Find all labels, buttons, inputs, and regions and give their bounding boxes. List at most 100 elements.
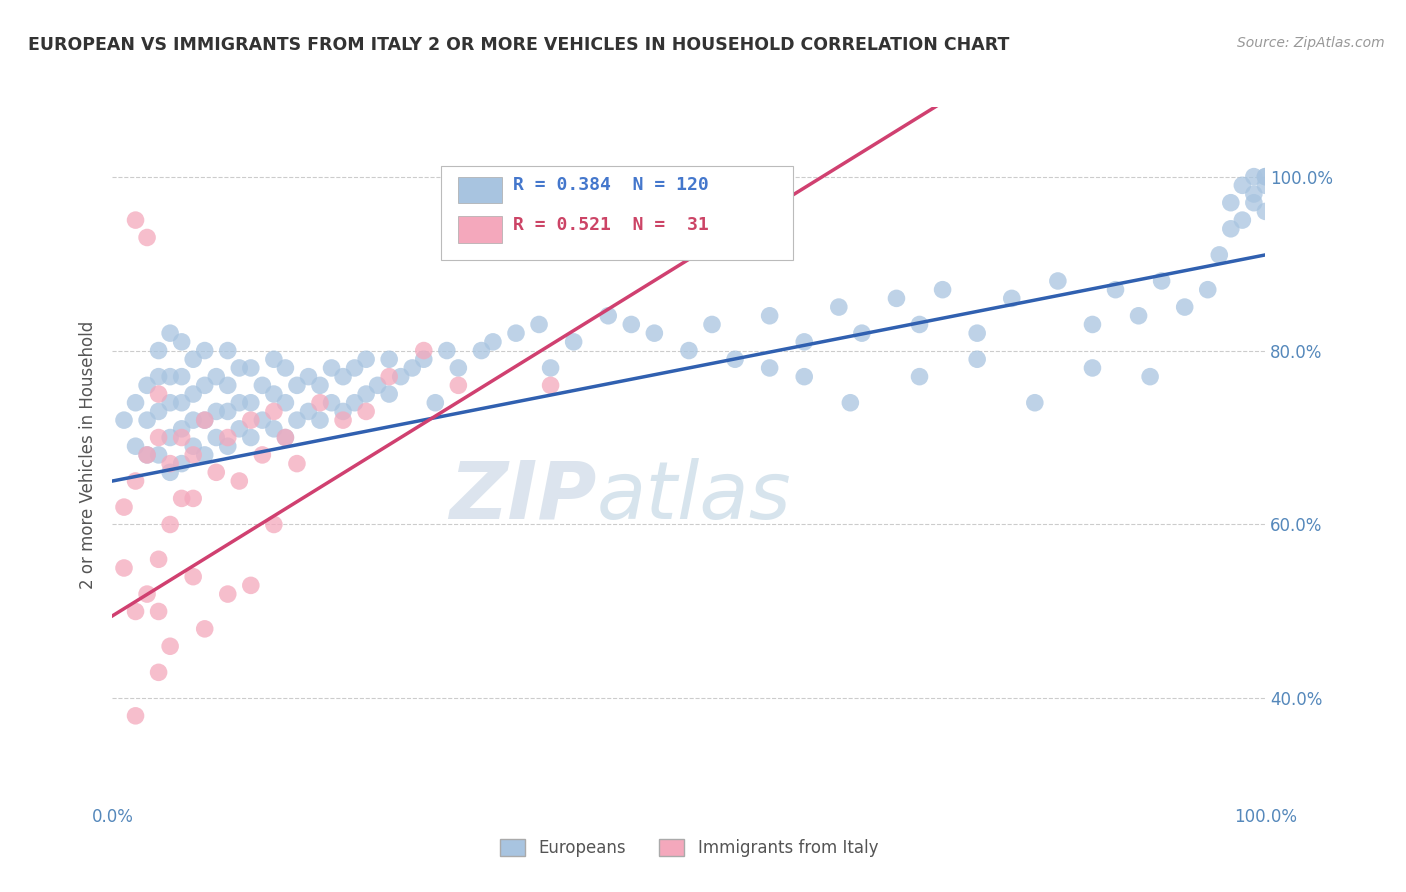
- Point: [136, 448, 159, 462]
- Point: [966, 326, 988, 341]
- Point: [378, 352, 401, 367]
- Point: [724, 352, 747, 367]
- Point: [758, 361, 780, 376]
- Point: [136, 448, 159, 462]
- Point: [378, 369, 401, 384]
- Point: [124, 708, 146, 723]
- Point: [332, 404, 354, 418]
- Point: [239, 431, 262, 445]
- Point: [217, 439, 239, 453]
- Point: [297, 404, 319, 418]
- Point: [598, 309, 620, 323]
- Point: [112, 413, 135, 427]
- Point: [378, 387, 401, 401]
- Point: [851, 326, 873, 341]
- Point: [1254, 169, 1277, 184]
- Point: [148, 448, 170, 462]
- Point: [1001, 291, 1024, 305]
- Point: [839, 396, 862, 410]
- Point: [1243, 195, 1265, 210]
- Point: [263, 517, 285, 532]
- Point: [309, 413, 332, 427]
- Text: R = 0.384  N = 120: R = 0.384 N = 120: [513, 176, 709, 194]
- Point: [436, 343, 458, 358]
- Point: [217, 378, 239, 392]
- Point: [1232, 213, 1254, 227]
- Point: [470, 343, 492, 358]
- Point: [170, 334, 193, 349]
- Point: [159, 326, 181, 341]
- Point: [124, 396, 146, 410]
- Point: [228, 361, 250, 376]
- Point: [297, 369, 319, 384]
- Point: [112, 500, 135, 514]
- Point: [159, 517, 181, 532]
- Point: [181, 491, 204, 506]
- Point: [354, 404, 377, 418]
- Point: [527, 318, 550, 332]
- Point: [181, 448, 204, 462]
- Point: [159, 396, 181, 410]
- Point: [136, 230, 159, 244]
- Point: [159, 639, 181, 653]
- Point: [321, 396, 343, 410]
- Point: [1254, 204, 1277, 219]
- Point: [447, 361, 470, 376]
- FancyBboxPatch shape: [441, 166, 793, 260]
- Point: [194, 622, 217, 636]
- Point: [181, 352, 204, 367]
- Point: [285, 378, 308, 392]
- Point: [1174, 300, 1197, 314]
- Point: [412, 352, 434, 367]
- Point: [148, 404, 170, 418]
- Point: [1232, 178, 1254, 193]
- Point: [332, 369, 354, 384]
- Text: atlas: atlas: [596, 458, 792, 536]
- Point: [217, 343, 239, 358]
- Point: [181, 413, 204, 427]
- Point: [1046, 274, 1069, 288]
- Point: [1219, 222, 1241, 236]
- Point: [252, 378, 274, 392]
- Point: [239, 413, 262, 427]
- Point: [1219, 195, 1241, 210]
- Point: [263, 422, 285, 436]
- Point: [228, 474, 250, 488]
- Point: [159, 457, 181, 471]
- Point: [194, 343, 217, 358]
- Point: [252, 448, 274, 462]
- Point: [343, 396, 366, 410]
- Point: [886, 291, 908, 305]
- Point: [194, 448, 217, 462]
- Point: [793, 334, 815, 349]
- Point: [908, 318, 931, 332]
- Point: [274, 396, 297, 410]
- Bar: [458, 177, 502, 203]
- Point: [239, 361, 262, 376]
- Point: [228, 396, 250, 410]
- Point: [181, 570, 204, 584]
- Point: [966, 352, 988, 367]
- Point: [1024, 396, 1046, 410]
- Point: [274, 361, 297, 376]
- Point: [170, 422, 193, 436]
- Point: [252, 413, 274, 427]
- Point: [124, 213, 146, 227]
- Legend: Europeans, Immigrants from Italy: Europeans, Immigrants from Italy: [494, 832, 884, 864]
- Text: EUROPEAN VS IMMIGRANTS FROM ITALY 2 OR MORE VEHICLES IN HOUSEHOLD CORRELATION CH: EUROPEAN VS IMMIGRANTS FROM ITALY 2 OR M…: [28, 36, 1010, 54]
- Point: [148, 665, 170, 680]
- Point: [170, 457, 193, 471]
- Point: [1254, 169, 1277, 184]
- Point: [1243, 187, 1265, 202]
- Point: [425, 396, 447, 410]
- Point: [1208, 248, 1230, 262]
- Point: [908, 369, 931, 384]
- Point: [124, 439, 146, 453]
- Point: [332, 413, 354, 427]
- Point: [263, 387, 285, 401]
- Text: R = 0.521  N =  31: R = 0.521 N = 31: [513, 217, 709, 235]
- Point: [828, 300, 851, 314]
- Point: [309, 396, 332, 410]
- Point: [354, 387, 377, 401]
- Point: [112, 561, 135, 575]
